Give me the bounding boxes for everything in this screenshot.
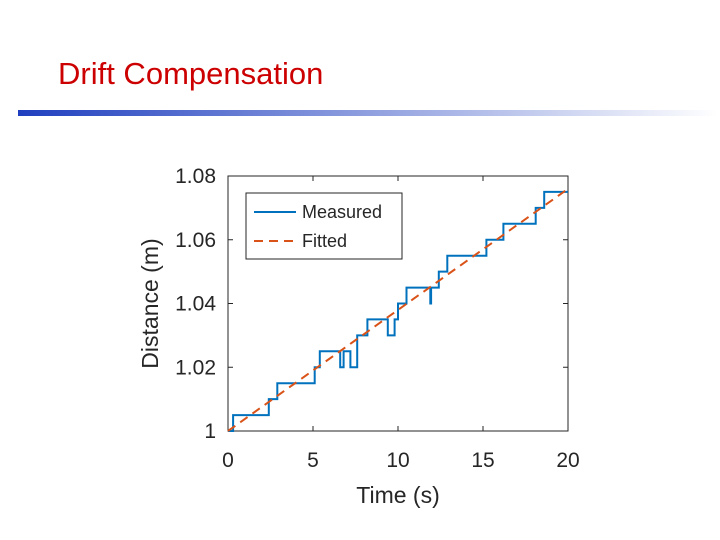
- y-tick-label: 1.08: [175, 165, 216, 188]
- series-layer: [227, 187, 569, 432]
- slide-title: Drift Compensation: [58, 56, 324, 91]
- y-tick-label: 1: [204, 420, 216, 443]
- x-tick-label: 10: [386, 449, 409, 472]
- legend-label-measured: Measured: [302, 202, 382, 222]
- x-axis-label: Time (s): [356, 482, 439, 508]
- y-tick-label: 1.06: [175, 229, 216, 252]
- x-tick-label: 20: [556, 449, 579, 472]
- x-tick-label: 5: [307, 449, 319, 472]
- y-tick-label: 1.02: [175, 356, 216, 379]
- y-axis-label: Distance (m): [137, 238, 163, 368]
- title-divider-bar: [18, 110, 718, 116]
- legend-box: [245, 192, 403, 260]
- y-tick-label: 1.04: [175, 293, 216, 316]
- legend: Measured Fitted: [245, 192, 403, 260]
- legend-label-fitted: Fitted: [302, 231, 347, 251]
- x-tick-label: 0: [222, 449, 234, 472]
- x-tick-label: 15: [471, 449, 494, 472]
- y-axis: 1 1.02 1.04 1.06 1.08: [175, 165, 568, 443]
- x-axis: 0 5 10 15 20: [222, 176, 580, 472]
- series-fitted-line: [227, 187, 569, 432]
